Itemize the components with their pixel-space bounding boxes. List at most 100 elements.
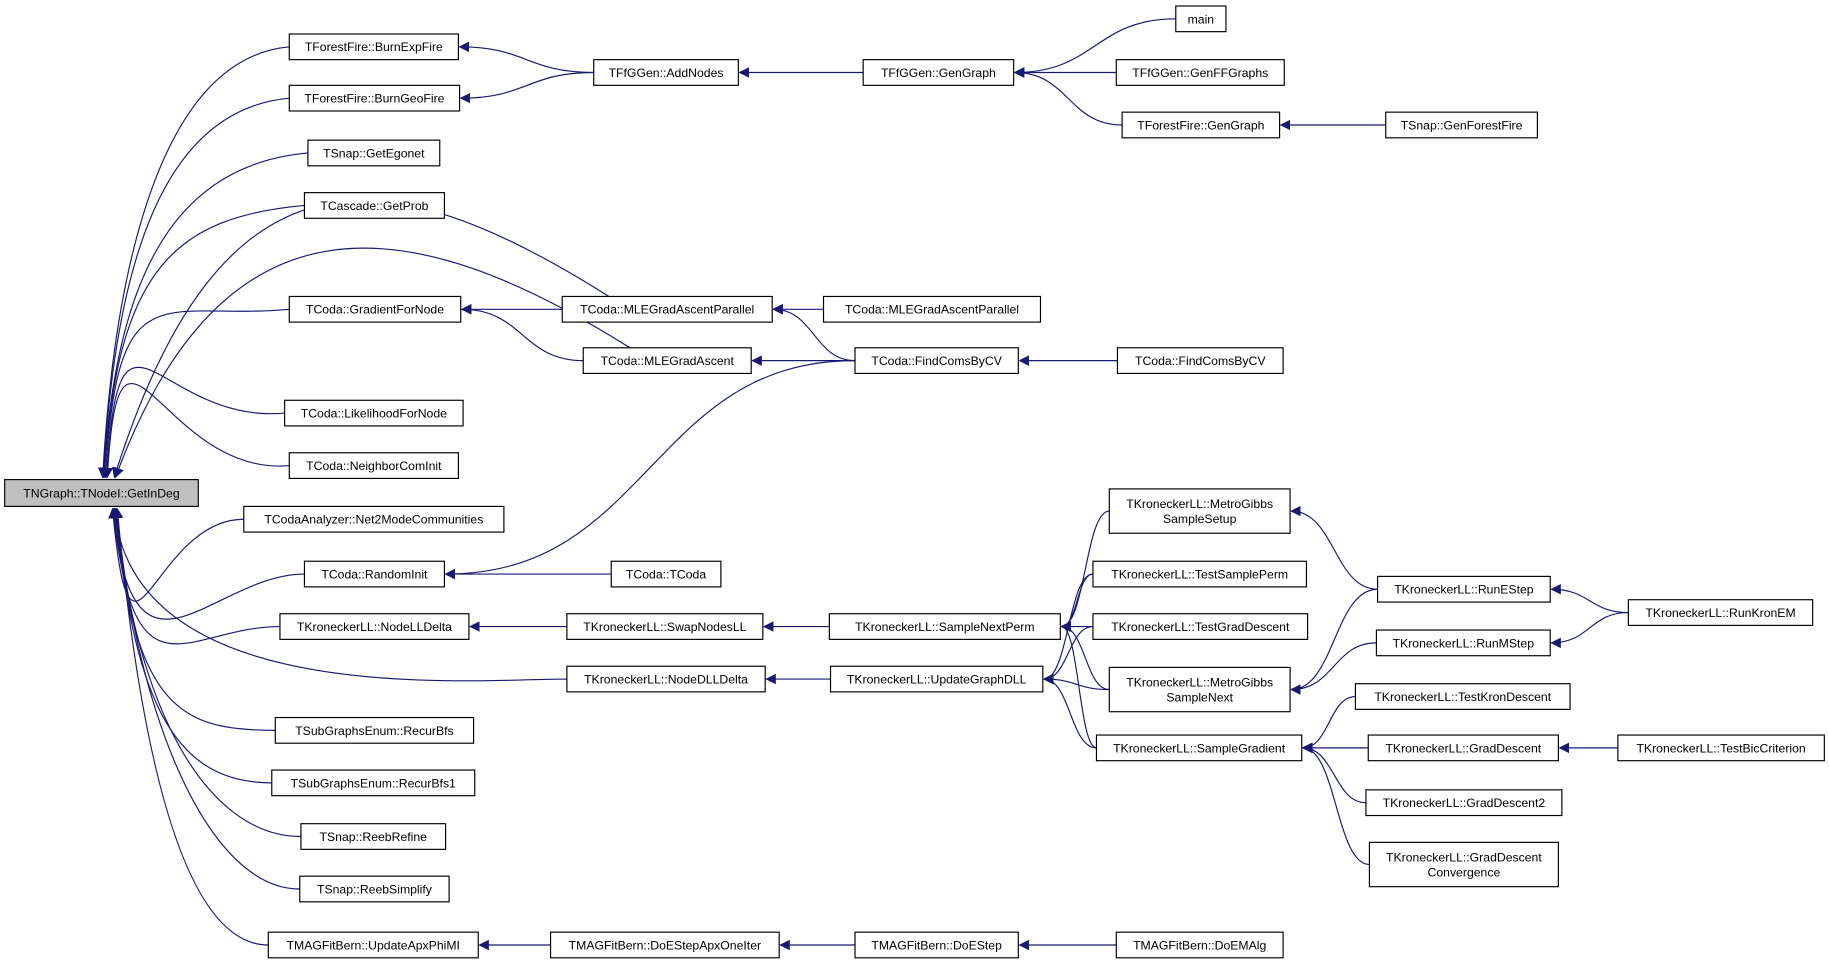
node-box[interactable] [1121, 111, 1281, 139]
node-GradDescent[interactable]: TKroneckerLL::GradDescent [1367, 734, 1559, 762]
node-NeighborComInit[interactable]: TCoda::NeighborComInit [288, 452, 459, 480]
node-box[interactable] [854, 347, 1019, 375]
node-TestBic[interactable]: TKroneckerLL::TestBicCriterion [1617, 734, 1825, 762]
node-main[interactable]: main [1175, 5, 1227, 33]
node-RunKronEM[interactable]: TKroneckerLL::RunKronEM [1627, 599, 1814, 626]
node-RandomInit[interactable]: TCoda::RandomInit [303, 560, 446, 588]
node-FfGenGraph[interactable]: TFfGGen::GenGraph [862, 59, 1015, 86]
node-box[interactable] [1365, 789, 1563, 817]
node-box[interactable] [566, 613, 764, 640]
node-SwapNodesLL[interactable]: TKroneckerLL::SwapNodesLL [566, 613, 764, 640]
node-box[interactable] [300, 823, 447, 850]
node-box[interactable] [854, 931, 1019, 959]
node-LikelihoodForNode[interactable]: TCoda::LikelihoodForNode [284, 399, 464, 427]
node-GradDescent2[interactable]: TKroneckerLL::GradDescent2 [1365, 789, 1563, 817]
node-NodeLLDelta[interactable]: TKroneckerLL::NodeLLDelta [279, 613, 470, 640]
node-GradientForNode[interactable]: TCoda::GradientForNode [288, 295, 462, 323]
node-DoEStep[interactable]: TMAGFitBern::DoEStep [854, 931, 1019, 959]
node-box[interactable] [274, 716, 475, 744]
node-box[interactable] [1092, 560, 1308, 588]
node-MLEGAP[interactable]: TCoda::MLEGradAscentParallel [561, 295, 773, 323]
node-box[interactable] [1617, 734, 1825, 762]
node-box[interactable] [593, 59, 739, 86]
node-box[interactable] [1108, 666, 1291, 713]
node-box[interactable] [1375, 629, 1551, 657]
node-box[interactable] [299, 875, 450, 903]
node-SampleGradient[interactable]: TKroneckerLL::SampleGradient [1095, 734, 1303, 762]
node-box[interactable] [1108, 488, 1291, 534]
node-BurnExpFire[interactable]: TForestFire::BurnExpFire [288, 33, 459, 61]
node-box[interactable] [303, 192, 446, 219]
node-box[interactable] [4, 479, 199, 507]
node-box[interactable] [1116, 347, 1284, 375]
node-Net2Mode[interactable]: TCodaAnalyzer::Net2ModeCommunities [243, 505, 505, 533]
node-RunEStep[interactable]: TKroneckerLL::RunEStep [1376, 575, 1551, 603]
node-NodeDLLDelta[interactable]: TKroneckerLL::NodeDLLDelta [566, 665, 766, 693]
node-MLEGA[interactable]: TCoda::MLEGradAscent [582, 347, 752, 375]
node-box[interactable] [307, 139, 441, 167]
node-GetProb[interactable]: TCascade::GetProb [303, 192, 446, 219]
node-box[interactable] [271, 769, 476, 797]
node-RecurBfs[interactable]: TSubGraphsEnum::RecurBfs [274, 716, 475, 744]
node-box[interactable] [1092, 613, 1309, 640]
node-box[interactable] [828, 613, 1061, 640]
node-AddNodes[interactable]: TFfGGen::AddNodes [593, 59, 739, 86]
edge-MGNext-to-UpdateGraphDLL [1042, 673, 1110, 691]
node-GetEgonet[interactable]: TSnap::GetEgonet [307, 139, 441, 167]
node-TestSamplePerm[interactable]: TKroneckerLL::TestSamplePerm [1092, 560, 1308, 588]
node-TestGradDescent[interactable]: TKroneckerLL::TestGradDescent [1092, 613, 1309, 640]
node-box[interactable] [829, 665, 1044, 693]
node-box[interactable] [549, 931, 780, 959]
node-ReebRefine[interactable]: TSnap::ReebRefine [300, 823, 447, 850]
node-box[interactable] [267, 931, 479, 959]
node-label: TMAGFitBern::UpdateApxPhiMI [287, 938, 460, 952]
node-MLEGAP2[interactable]: TCoda::MLEGradAscentParallel [822, 295, 1042, 323]
node-GenFFGraphs[interactable]: TFfGGen::GenFFGraphs [1115, 59, 1285, 86]
node-box[interactable] [288, 452, 459, 480]
node-box[interactable] [561, 295, 773, 323]
node-UpdateGraphDLL[interactable]: TKroneckerLL::UpdateGraphDLL [829, 665, 1044, 693]
node-box[interactable] [862, 59, 1015, 86]
node-box[interactable] [1354, 683, 1571, 710]
node-box[interactable] [303, 560, 446, 588]
node-TCoda[interactable]: TCoda::TCoda [610, 560, 722, 588]
node-box[interactable] [288, 33, 459, 61]
node-RecurBfs1[interactable]: TSubGraphsEnum::RecurBfs1 [271, 769, 476, 797]
node-DoEMAlg[interactable]: TMAGFitBern::DoEMAlg [1115, 931, 1284, 959]
node-box[interactable] [1175, 5, 1227, 33]
node-RunMStep[interactable]: TKroneckerLL::RunMStep [1375, 629, 1551, 657]
node-FFGenGraph[interactable]: TForestFire::GenGraph [1121, 111, 1281, 139]
node-box[interactable] [1385, 111, 1538, 139]
node-GetInDeg[interactable]: TNGraph::TNodeI::GetInDeg [4, 479, 199, 507]
node-box[interactable] [1367, 734, 1559, 762]
node-SampleNextPerm[interactable]: TKroneckerLL::SampleNextPerm [828, 613, 1061, 640]
node-ReebSimplify[interactable]: TSnap::ReebSimplify [299, 875, 450, 903]
node-GenForestFire[interactable]: TSnap::GenForestFire [1385, 111, 1538, 139]
node-BurnGeoFire[interactable]: TForestFire::BurnGeoFire [288, 84, 461, 112]
node-TestKronDescent[interactable]: TKroneckerLL::TestKronDescent [1354, 683, 1571, 710]
node-box[interactable] [288, 84, 461, 112]
node-box[interactable] [284, 399, 464, 427]
node-box[interactable] [1368, 841, 1559, 888]
node-label: SampleSetup [1163, 512, 1237, 526]
node-box[interactable] [582, 347, 752, 375]
node-FindComs[interactable]: TCoda::FindComsByCV [854, 347, 1019, 375]
node-box[interactable] [1376, 575, 1551, 603]
node-UpdateApxPhiMI[interactable]: TMAGFitBern::UpdateApxPhiMI [267, 931, 479, 959]
node-box[interactable] [243, 505, 505, 533]
node-box[interactable] [279, 613, 470, 640]
node-box[interactable] [610, 560, 722, 588]
node-box[interactable] [1115, 59, 1285, 86]
node-box[interactable] [822, 295, 1042, 323]
node-label: Convergence [1428, 866, 1501, 880]
node-box[interactable] [1627, 599, 1814, 626]
node-box[interactable] [1115, 931, 1284, 959]
node-FindComs2[interactable]: TCoda::FindComsByCV [1116, 347, 1284, 375]
node-box[interactable] [288, 295, 462, 323]
node-box[interactable] [1095, 734, 1303, 762]
node-DoEStepApx[interactable]: TMAGFitBern::DoEStepApxOneIter [549, 931, 780, 959]
node-box[interactable] [566, 665, 766, 693]
